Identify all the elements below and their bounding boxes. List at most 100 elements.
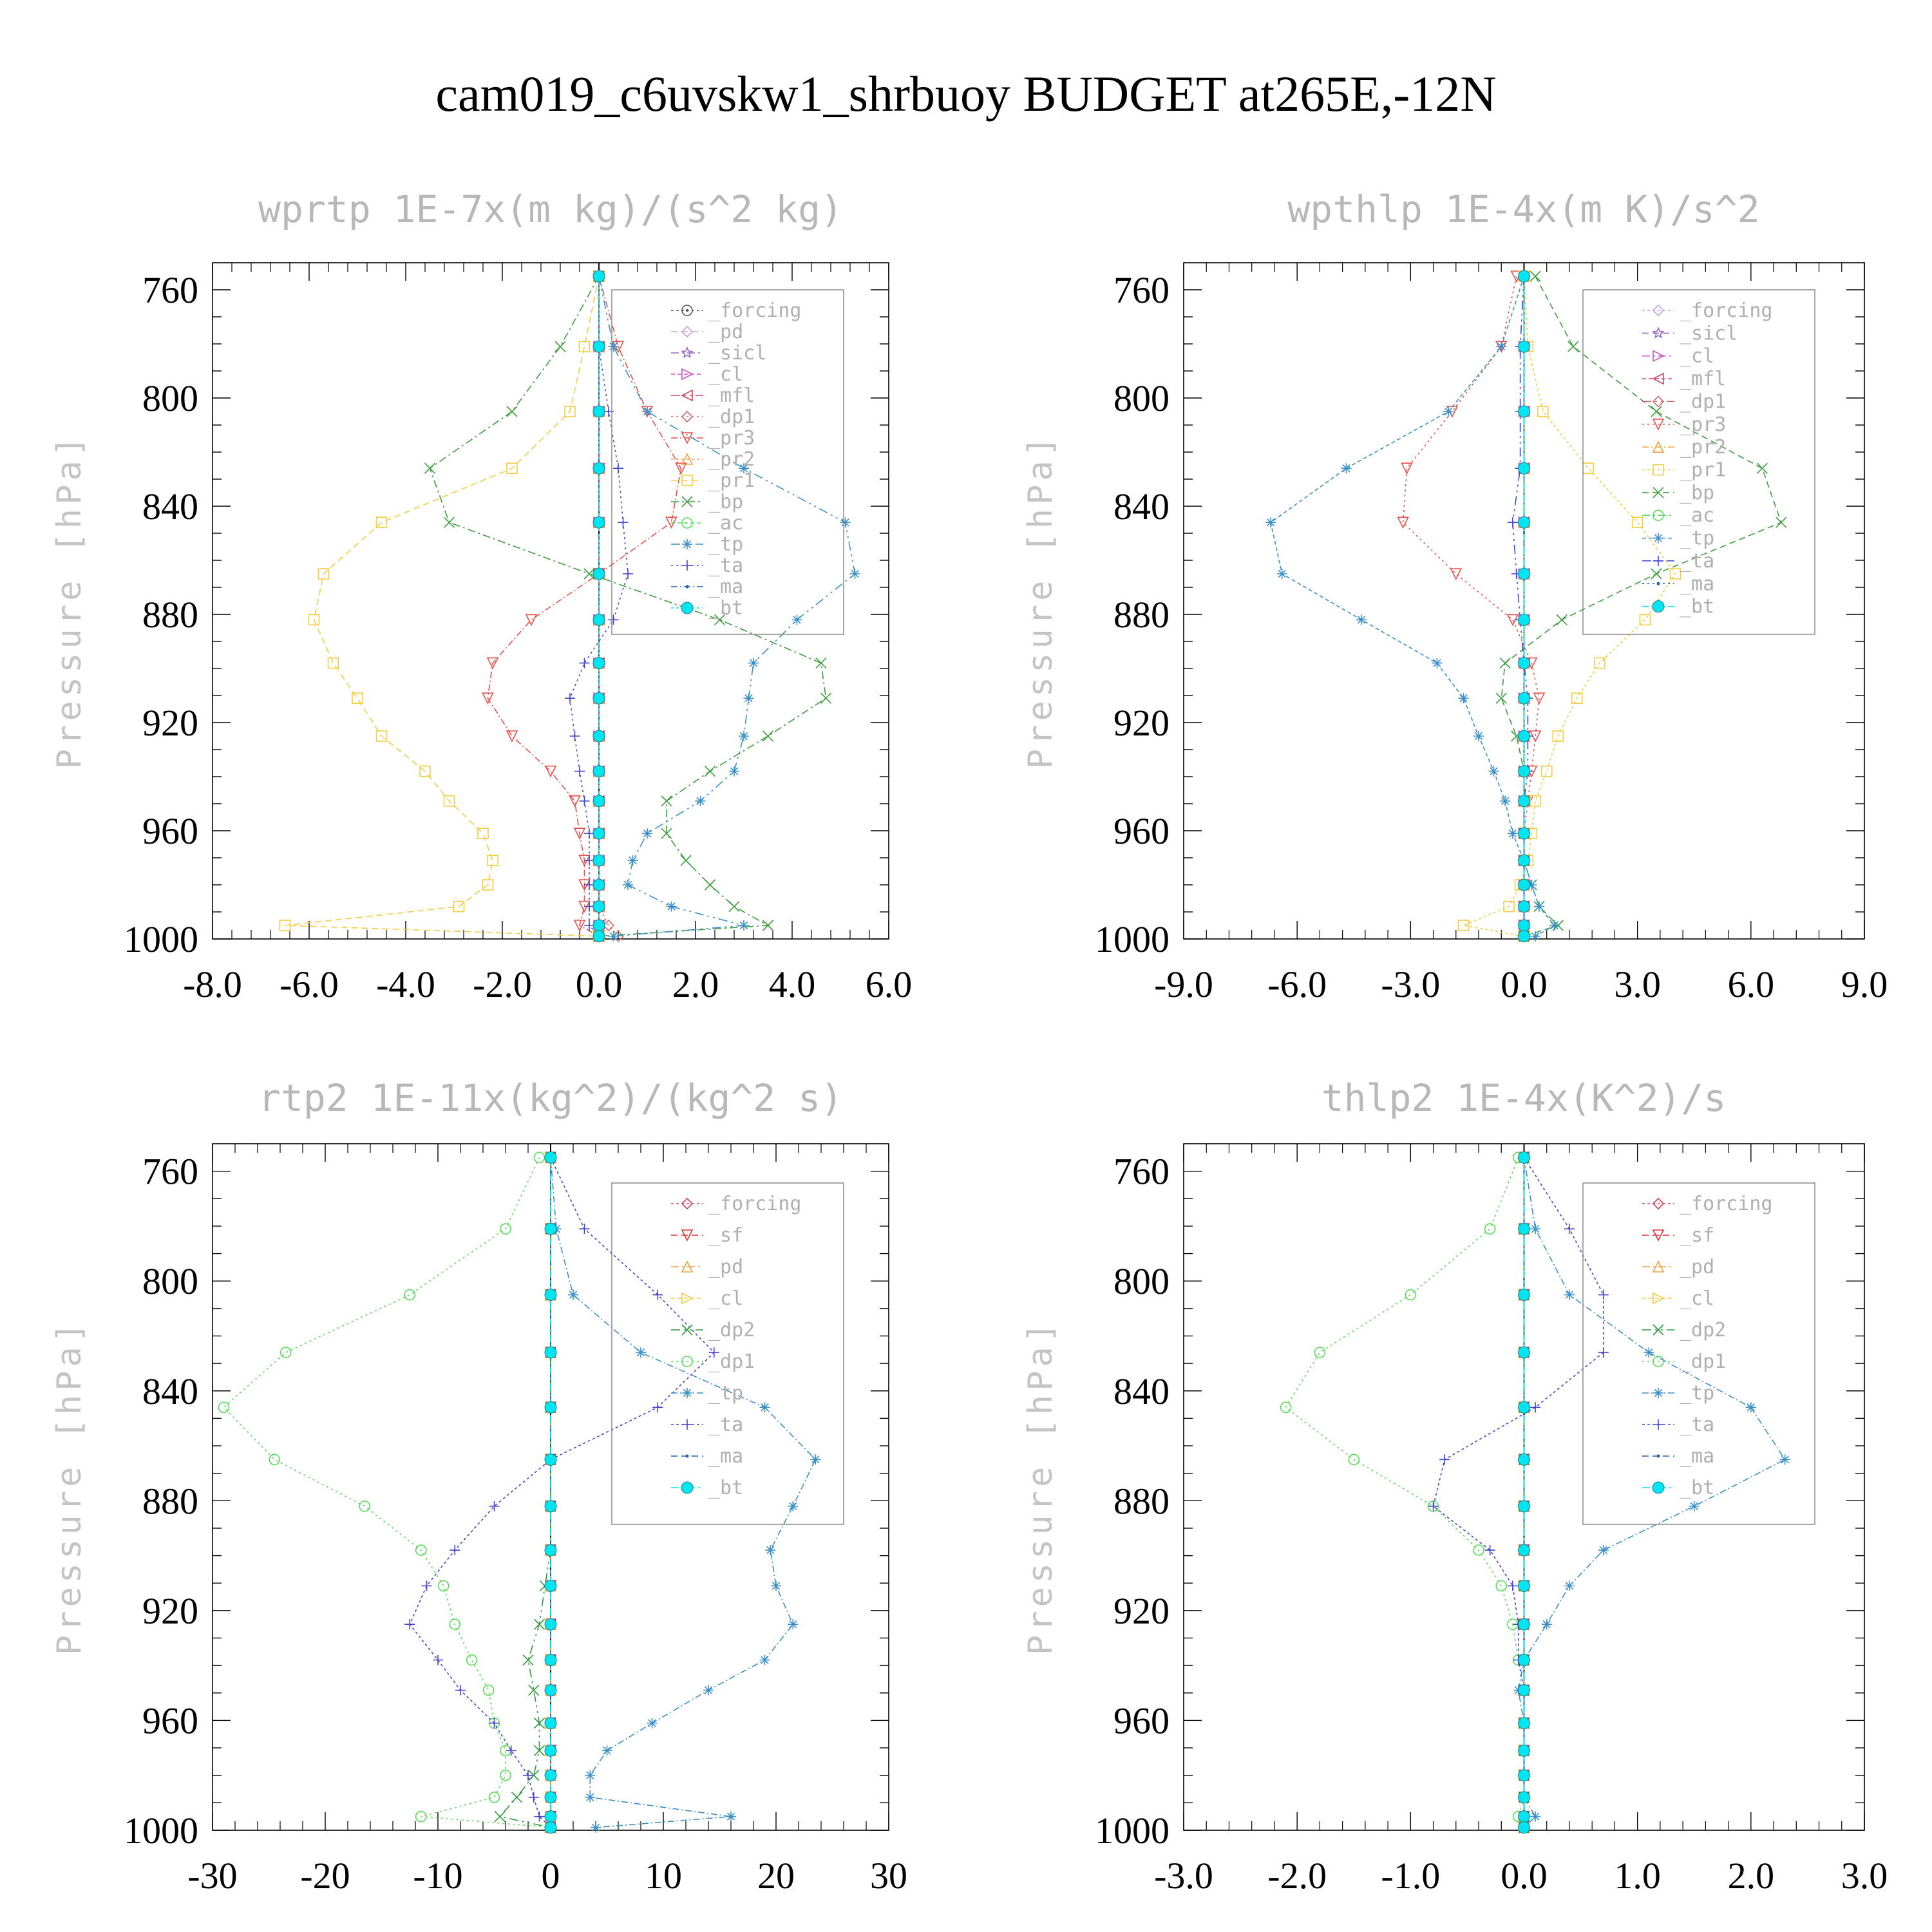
data-point-dp1 — [449, 1618, 461, 1630]
data-point-tp — [1745, 1402, 1756, 1413]
data-point-ta — [1439, 1454, 1450, 1465]
legend-label: _bt — [1680, 1477, 1714, 1499]
data-point-bt — [592, 878, 605, 891]
data-point-bt — [1518, 692, 1530, 705]
legend-item-bt: _bt — [1642, 1477, 1714, 1499]
legend-marker-cl — [1653, 1292, 1665, 1305]
legend-label: _sf — [1680, 1224, 1714, 1247]
data-point-tp — [1265, 517, 1276, 528]
data-point-bt — [1518, 827, 1530, 840]
y-tick-label: 920 — [1113, 702, 1170, 744]
data-point-pr1 — [1503, 900, 1515, 913]
y-tick-label: 1000 — [1095, 1810, 1170, 1852]
data-point-pr3 — [486, 657, 499, 670]
data-point-tp — [1488, 766, 1499, 777]
data-point-dp1 — [1348, 1454, 1360, 1466]
series-dp2 — [494, 1151, 556, 1833]
legend-label: _pr1 — [708, 469, 755, 492]
legend: _forcing _sf _pd _cl _dp2 _dp1 _tp _ta _ma _bt — [1582, 1182, 1815, 1525]
data-point-bp — [1495, 692, 1507, 704]
legend-item-tp: _tp — [671, 533, 743, 556]
data-point-bt — [1518, 1289, 1530, 1302]
legend-marker-sf — [681, 1229, 694, 1242]
chart-panel-1: wprtp 1E-7x(m kg)/(s^2 kg) Pressure [hPa]… — [50, 187, 912, 1005]
legend-marker-pr3 — [1652, 418, 1665, 431]
legend-marker-tp — [1653, 533, 1663, 544]
data-point-bp — [1556, 614, 1567, 625]
legend-item-mfl: _mfl — [1642, 368, 1726, 390]
series-group — [279, 269, 860, 943]
data-point-dp1 — [218, 1401, 230, 1414]
legend-marker-forcing-center — [686, 309, 688, 312]
data-point-bt — [1518, 1769, 1530, 1782]
data-point-pr1 — [1552, 730, 1564, 742]
y-tick-label: 760 — [1113, 269, 1170, 311]
x-tick-label: 6.0 — [866, 963, 913, 1005]
data-point-ta — [608, 614, 619, 625]
x-tick-label: -2.0 — [1267, 1855, 1327, 1897]
data-point-dp1 — [404, 1289, 416, 1301]
legend-marker-bp — [681, 496, 693, 507]
data-point-bp — [583, 568, 595, 580]
data-point-pr3 — [675, 462, 687, 475]
legend-marker-pd — [681, 1260, 694, 1273]
data-point-pr3 — [573, 920, 586, 932]
data-point-bt — [1518, 1791, 1530, 1804]
data-point-bt — [1518, 1453, 1530, 1466]
legend-item-dp1: _dp1 — [671, 1350, 755, 1373]
data-point-bp — [820, 692, 832, 704]
data-point-dp1 — [500, 1769, 511, 1781]
legend: _forcing _sf _pd _cl _dp2 _dp1 _tp _ta _ma _bt — [611, 1182, 844, 1525]
data-point-bt — [544, 1401, 557, 1414]
y-tick-label: 960 — [142, 1700, 198, 1741]
data-point-bt — [1518, 1222, 1530, 1235]
x-tick-label: 2.0 — [672, 963, 719, 1005]
legend-label: _dp2 — [708, 1319, 755, 1341]
legend-item-pd: _pd — [1642, 1256, 1714, 1278]
data-point-bt — [544, 1500, 557, 1513]
x-axis: -30 -20 -10 0 10 20 30 — [187, 1144, 907, 1897]
data-point-ta — [1530, 1402, 1541, 1413]
chart-panel-2: wpthlp 1E-4x(m K)/s^2 Pressure [hPa] 760 80… — [1021, 187, 1888, 1005]
x-tick-label: -3.0 — [1381, 963, 1440, 1005]
legend-label: _pd — [708, 321, 743, 343]
legend-marker-pr2 — [681, 453, 694, 465]
x-tick-label: -2.0 — [473, 963, 532, 1005]
data-point-dp1 — [269, 1454, 281, 1466]
legend-item-forcing: _forcing — [1642, 299, 1773, 322]
y-axis: 760 800 840 880 920 960 1000 — [124, 269, 889, 960]
data-point-bt — [1518, 919, 1530, 932]
data-point-tp — [1507, 828, 1518, 839]
legend-label: _ta — [1680, 1414, 1714, 1436]
data-point-ta — [579, 658, 590, 668]
data-point-bp — [815, 658, 827, 669]
data-point-bp — [680, 855, 692, 866]
data-point-dp2 — [528, 1770, 540, 1781]
data-point-bt — [1518, 1580, 1530, 1593]
data-point-bt — [592, 919, 605, 932]
legend-label: _dp2 — [1680, 1319, 1726, 1341]
legend-marker-bt — [1652, 1481, 1665, 1494]
data-point-tp — [810, 1454, 821, 1465]
data-point-tp — [601, 1745, 612, 1756]
series-pr3 — [482, 270, 687, 943]
data-point-bt — [544, 1289, 557, 1302]
y-axis-label: Pressure [hPa] — [50, 1319, 89, 1655]
legend-item-bt: _bt — [671, 1477, 743, 1499]
data-point-bt — [1518, 567, 1530, 580]
legend-item-ta: _ta — [1642, 550, 1714, 573]
legend-label: _cl — [708, 363, 743, 386]
legend-marker-forcing-ring — [681, 305, 693, 316]
y-tick-label: 840 — [1113, 1370, 1170, 1412]
legend-label: _tp — [1680, 527, 1714, 550]
legend-marker-mfl — [1652, 372, 1664, 385]
data-point-pr1 — [482, 879, 494, 891]
legend-label: _mfl — [1680, 368, 1726, 390]
legend-label: _dp1 — [1680, 390, 1726, 413]
legend-item-sf: _sf — [671, 1224, 743, 1247]
y-tick-label: 760 — [142, 1151, 198, 1193]
data-point-dp1 — [1280, 1401, 1292, 1414]
series-line-tp — [550, 1157, 817, 1828]
legend-label: _sicl — [1680, 322, 1738, 345]
